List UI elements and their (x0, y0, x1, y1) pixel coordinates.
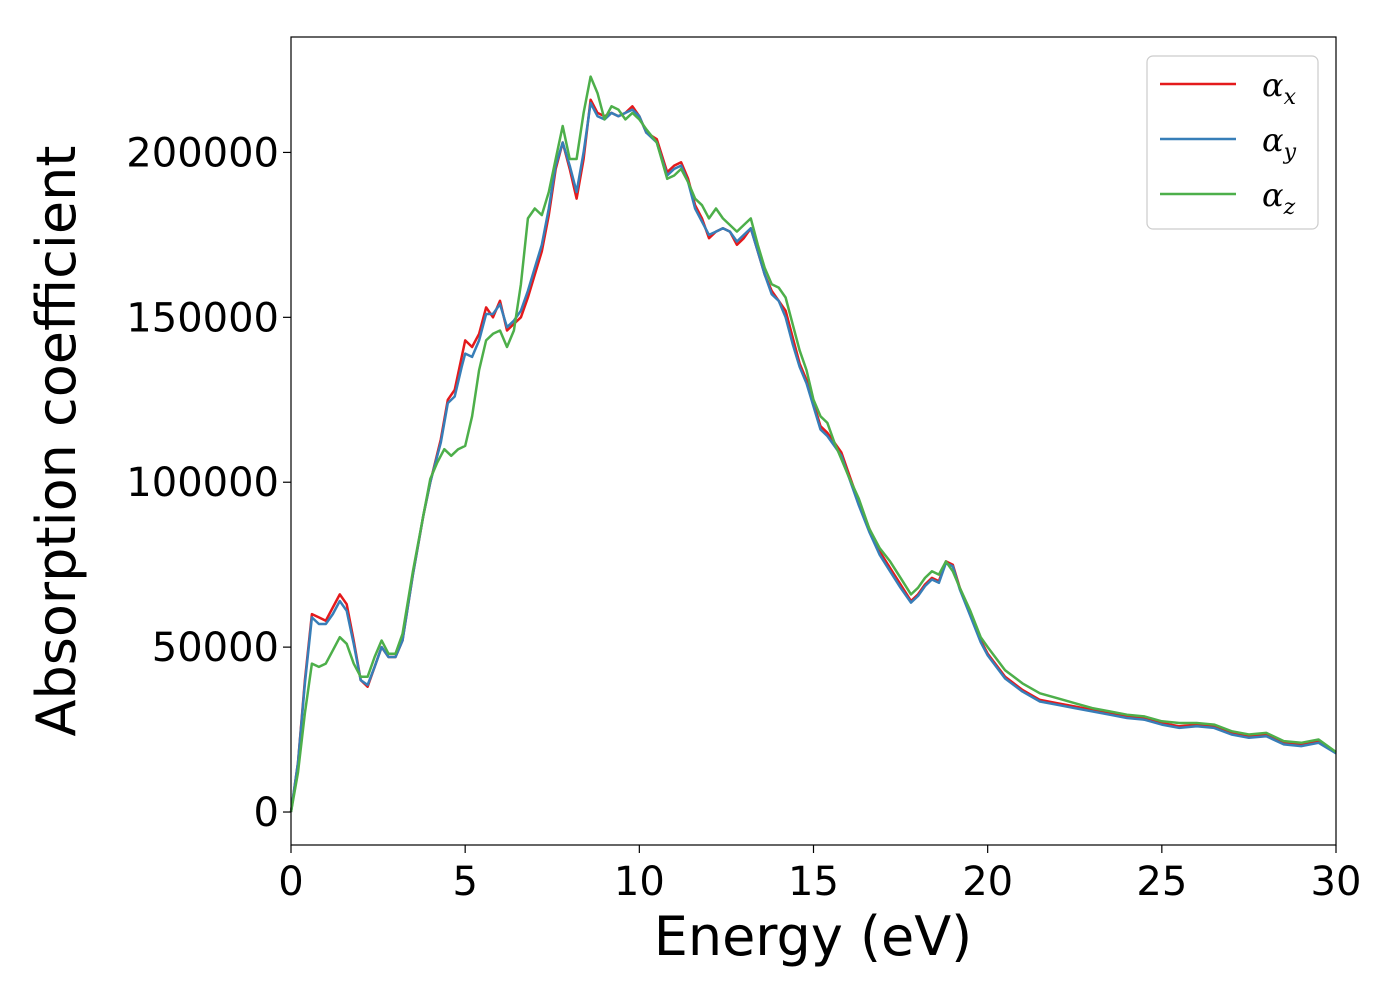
y-tick-label: 50000 (152, 625, 279, 671)
legend-box (1146, 55, 1319, 230)
legend-label-z: αz (1262, 176, 1296, 220)
series-layer (289, 75, 1337, 813)
y-tick-label: 200000 (126, 130, 279, 176)
y-axis-title: Absorption coefficient (25, 146, 88, 737)
y-axis: 0 50000 100000 150000 200000 (126, 130, 291, 836)
x-tick-label: 0 (278, 859, 303, 905)
y-tick-label: 150000 (126, 295, 279, 341)
x-axis-title: Energy (eV) (654, 905, 973, 968)
x-tick-label: 30 (1311, 859, 1362, 905)
x-tick-label: 20 (962, 859, 1013, 905)
x-tick-label: 15 (788, 859, 839, 905)
x-tick-label: 5 (452, 859, 477, 905)
legend: αx αy αz (1146, 55, 1319, 230)
y-tick-label: 100000 (126, 460, 279, 506)
x-axis: 0 5 10 15 20 25 30 (278, 845, 1361, 905)
x-tick-label: 25 (1136, 859, 1187, 905)
legend-label-y: αy (1262, 121, 1297, 165)
y-tick-label: 0 (254, 790, 279, 836)
series-line-z (289, 75, 1337, 813)
legend-label-x: αx (1262, 66, 1297, 110)
x-tick-label: 10 (614, 859, 665, 905)
